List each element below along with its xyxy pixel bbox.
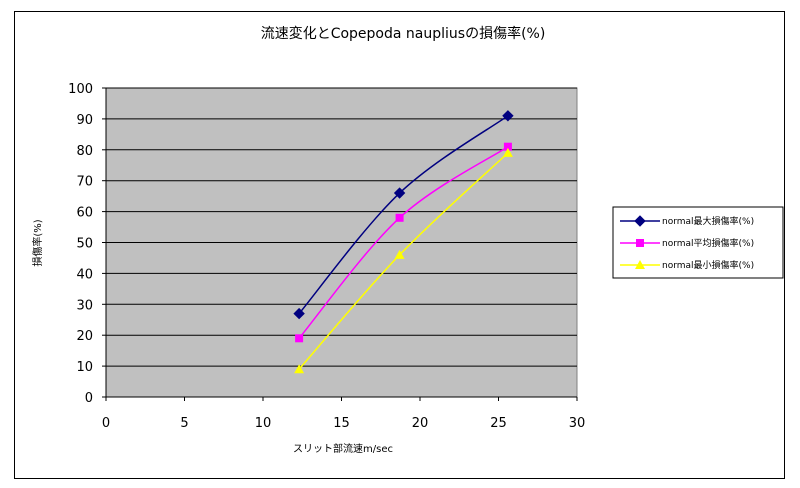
data-point [503, 142, 512, 151]
legend-label: normal最小損傷率(%) [662, 259, 754, 271]
x-tick-label: 30 [569, 416, 586, 431]
data-point [294, 364, 305, 374]
gridlines [106, 87, 577, 367]
y-tick-label: 50 [76, 237, 93, 252]
y-tick-label: 100 [68, 82, 93, 97]
data-point [295, 334, 304, 343]
x-tick-label: 10 [255, 416, 272, 431]
y-tick-label: 70 [76, 175, 93, 190]
y-tick-label: 20 [76, 329, 93, 344]
y-tick-label: 80 [76, 144, 93, 159]
y-tick-label: 90 [76, 113, 93, 128]
x-tick-labels: 0 5 10 15 20 25 30 [102, 416, 585, 431]
legend-label: normal平均損傷率(%) [662, 237, 754, 249]
data-point [395, 213, 404, 222]
data-point [502, 147, 513, 157]
x-tick-label: 20 [412, 416, 429, 431]
series-1 [293, 110, 514, 320]
data-point [502, 110, 514, 122]
x-tick-label: 25 [490, 416, 507, 431]
data-point [393, 187, 406, 199]
y-tick-label: 0 [85, 391, 93, 406]
x-tick-label: 15 [333, 416, 350, 431]
x-axis-title: スリット部流速m/sec [293, 442, 393, 455]
y-tick-label: 40 [76, 267, 93, 282]
legend-marker [634, 215, 646, 227]
y-tick-labels: 0 10 20 30 40 50 60 70 80 90 100 [68, 82, 93, 406]
x-tick-label: 5 [180, 416, 188, 431]
y-tick-label: 60 [76, 206, 93, 221]
series-2 [295, 142, 512, 343]
series-layer [293, 110, 514, 374]
legend: normal最大損傷率(%) normal平均損傷率(%) normal最小損傷率(… [612, 206, 784, 279]
y-axis-title: 損傷率(%) [31, 219, 44, 266]
legend-marker [635, 260, 645, 269]
axes [102, 87, 578, 401]
y-tick-label: 10 [76, 360, 93, 375]
series-3 [294, 147, 513, 374]
data-point [394, 249, 405, 259]
chart-title: 流速変化とCopepoda naupliusの損傷率(%) [261, 25, 546, 42]
data-point [293, 307, 305, 320]
y-tick-label: 30 [76, 298, 93, 313]
x-tick-label: 0 [102, 416, 110, 431]
legend-label: normal最大損傷率(%) [662, 215, 754, 227]
legend-marker [636, 239, 644, 247]
